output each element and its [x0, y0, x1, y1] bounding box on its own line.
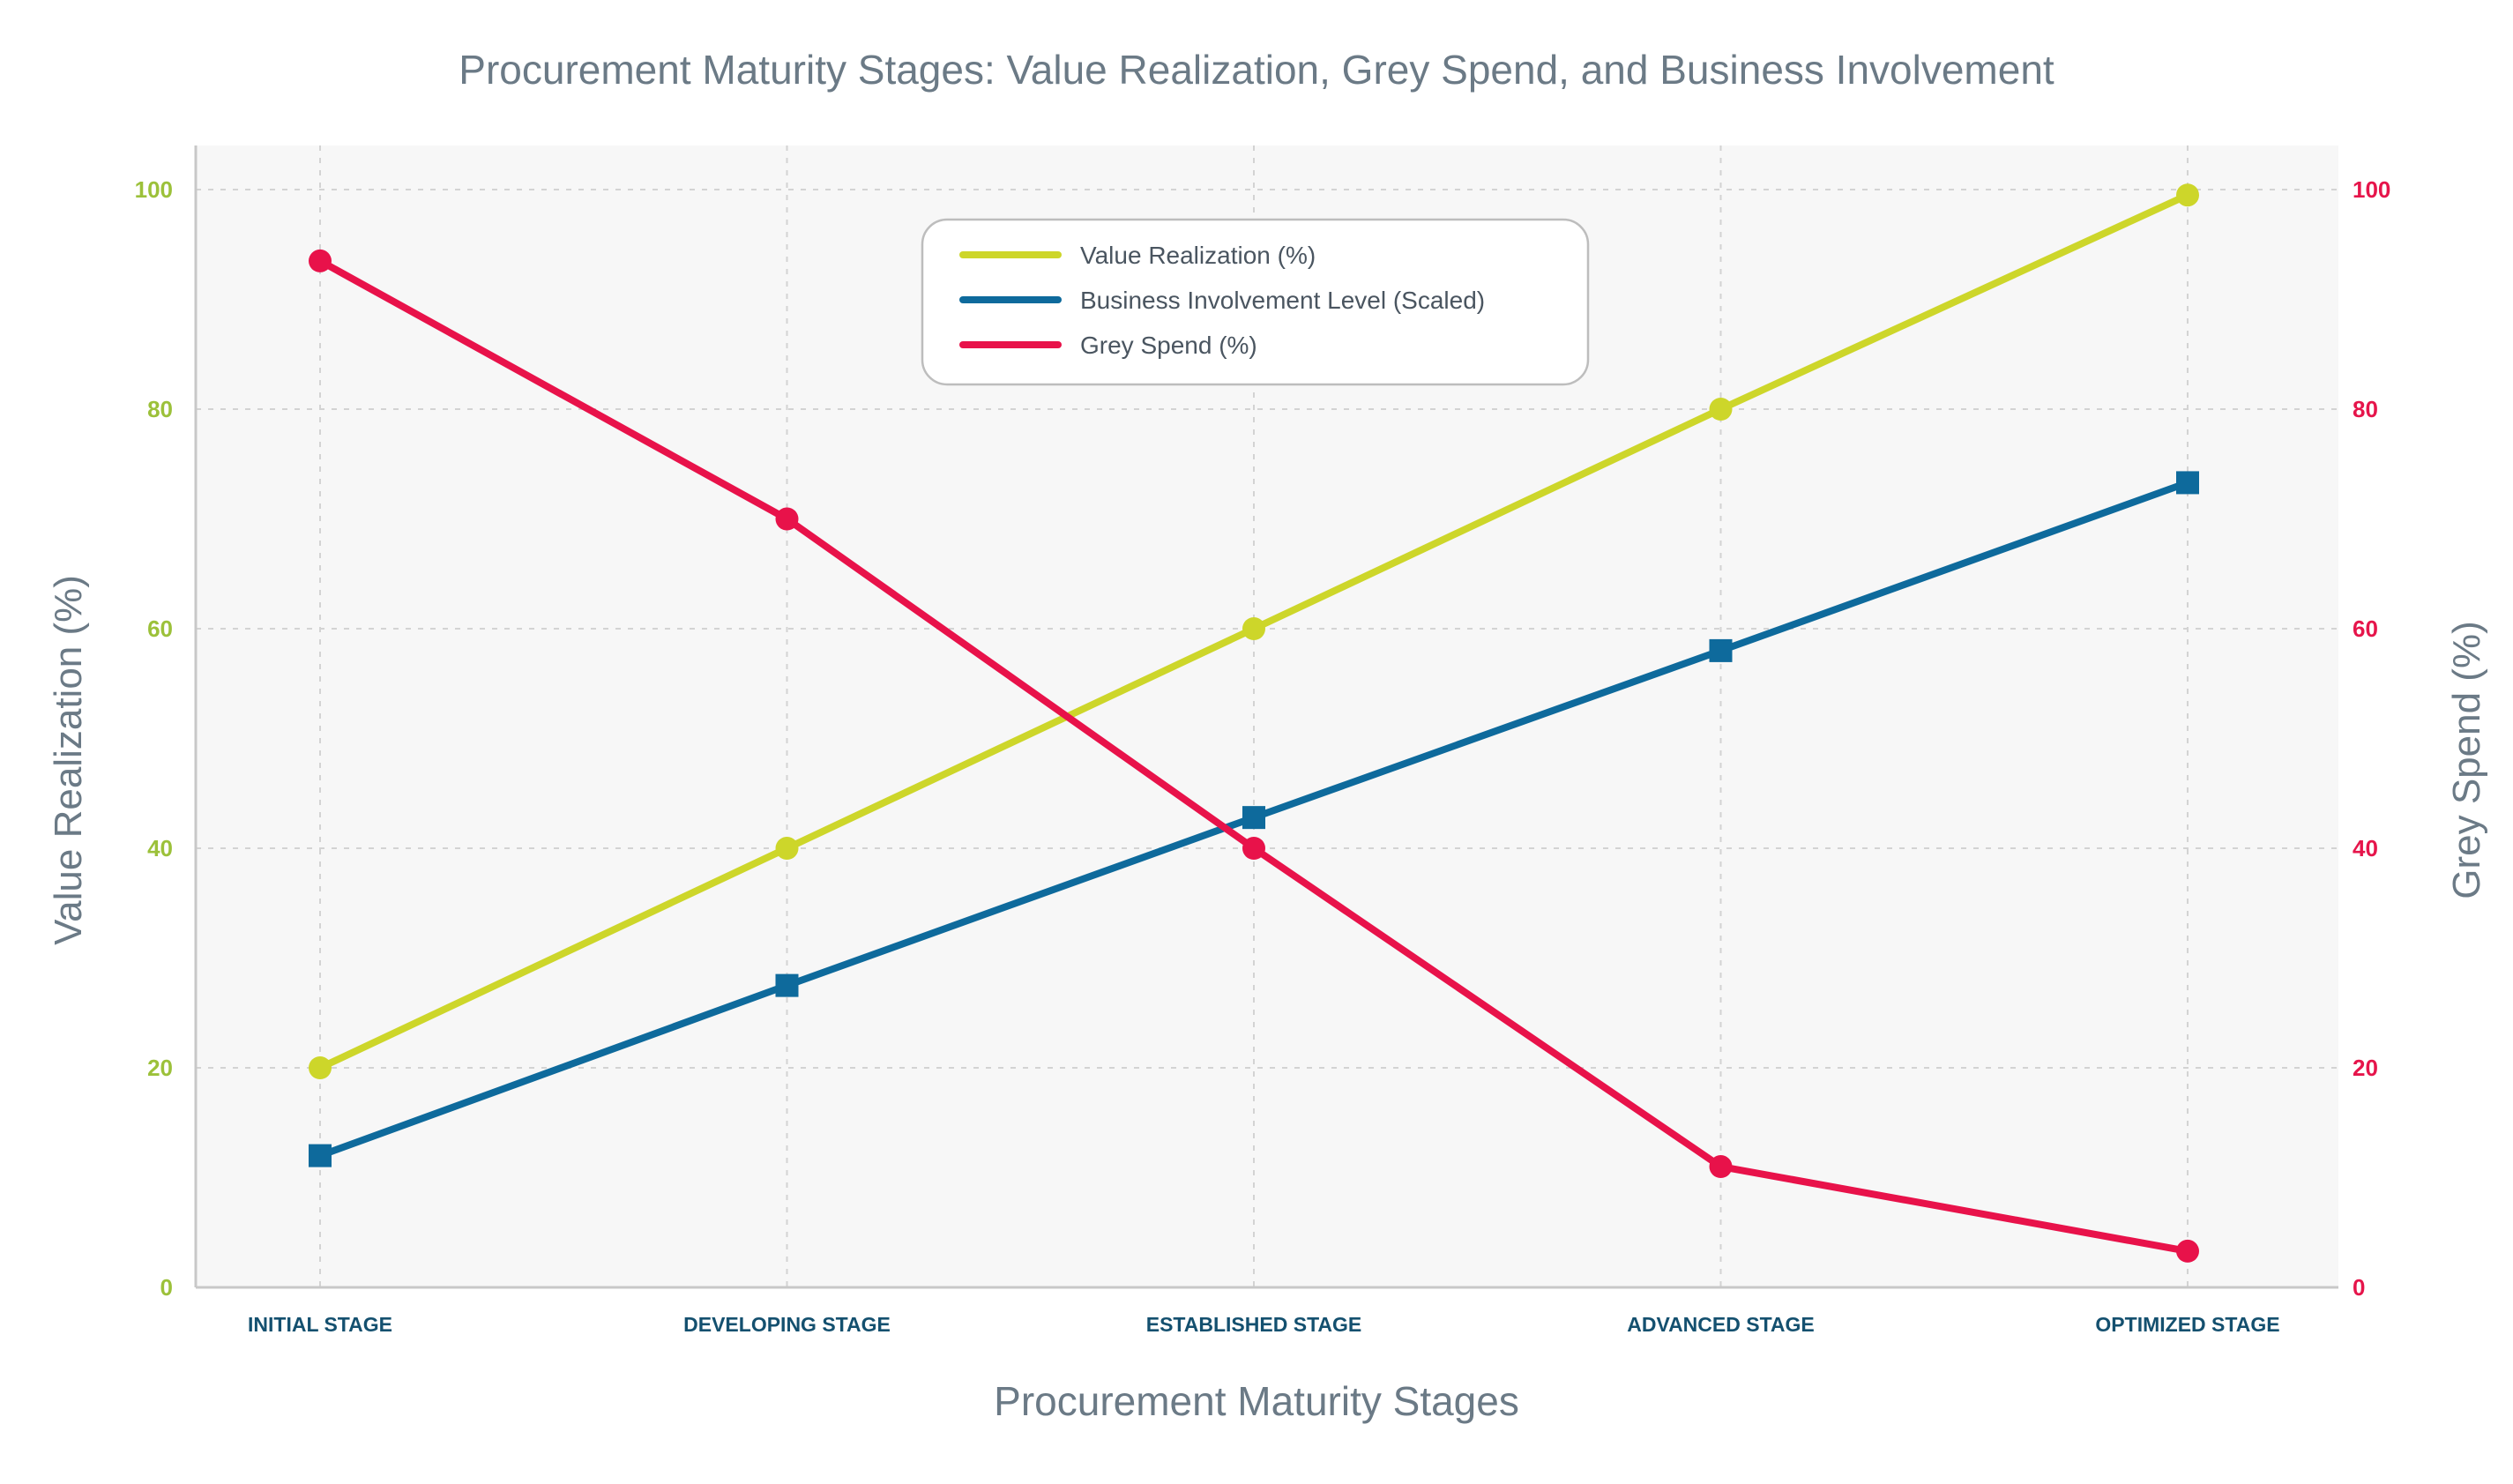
- y-axis-right-ticks: 0 20 40 60 80 100: [2353, 176, 2390, 1301]
- legend-box: [921, 218, 1590, 386]
- y-axis-left-title: Value Realization (%): [47, 575, 90, 945]
- data-point-grey-spend[interactable]: [1709, 1155, 1733, 1179]
- y-right-tick-label: 60: [2353, 615, 2378, 642]
- x-tick-label: ESTABLISHED STAGE: [1146, 1313, 1362, 1336]
- legend-label-grey-spend: Grey Spend (%): [1080, 332, 1257, 359]
- data-point-business-involvement-level-scaled[interactable]: [2176, 471, 2199, 495]
- y-left-tick-label: 0: [160, 1274, 173, 1301]
- data-point-value-realization[interactable]: [1242, 617, 1265, 640]
- series-business-involvement-level-scaled: [309, 471, 2199, 1167]
- x-tick-label: INITIAL STAGE: [248, 1313, 392, 1336]
- data-point-business-involvement-level-scaled[interactable]: [309, 1144, 332, 1167]
- y-axis-right-title: Grey Spend (%): [2445, 621, 2488, 899]
- data-point-value-realization[interactable]: [1709, 398, 1733, 421]
- y-left-tick-label: 60: [147, 615, 173, 642]
- data-point-value-realization[interactable]: [309, 1056, 332, 1079]
- y-right-tick-label: 80: [2353, 396, 2378, 422]
- data-point-business-involvement-level-scaled[interactable]: [1709, 638, 1733, 662]
- series-value-realization: [309, 183, 2199, 1079]
- x-tick-label: DEVELOPING STAGE: [683, 1313, 891, 1336]
- legend-label-business-involvement-level-scaled: Business Involvement Level (Scaled): [1080, 287, 1485, 314]
- legend-label-value-realization: Value Realization (%): [1080, 242, 1316, 269]
- x-axis-title: Procurement Maturity Stages: [994, 1378, 1519, 1424]
- data-point-business-involvement-level-scaled[interactable]: [775, 973, 799, 997]
- y-right-tick-label: 100: [2353, 176, 2390, 203]
- x-axis-ticks: INITIAL STAGE DEVELOPING STAGE ESTABLISHED…: [248, 1313, 2280, 1336]
- y-left-tick-label: 80: [147, 396, 173, 422]
- data-point-grey-spend[interactable]: [309, 249, 332, 272]
- series-grey-spend: [309, 249, 2199, 1263]
- data-point-value-realization[interactable]: [775, 837, 799, 860]
- data-point-grey-spend[interactable]: [775, 507, 799, 531]
- x-tick-label: OPTIMIZED STAGE: [2095, 1313, 2279, 1336]
- y-right-tick-label: 0: [2353, 1274, 2365, 1301]
- chart-title: Procurement Maturity Stages: Value Reali…: [459, 47, 2054, 93]
- y-left-tick-label: 100: [135, 176, 173, 203]
- data-point-business-involvement-level-scaled[interactable]: [1242, 806, 1265, 830]
- y-right-tick-label: 40: [2353, 835, 2378, 861]
- legend: Value Realization (%) Business Involvemen…: [921, 218, 1590, 386]
- x-tick-label: ADVANCED STAGE: [1627, 1313, 1815, 1336]
- y-left-tick-label: 20: [147, 1055, 173, 1081]
- y-right-tick-label: 20: [2353, 1055, 2378, 1081]
- y-axis-left-ticks: 0 20 40 60 80 100: [135, 176, 173, 1301]
- data-point-value-realization[interactable]: [2176, 183, 2199, 207]
- data-point-grey-spend[interactable]: [2176, 1239, 2199, 1263]
- data-point-grey-spend[interactable]: [1242, 837, 1265, 860]
- series-layer: [309, 183, 2199, 1263]
- y-left-tick-label: 40: [147, 835, 173, 861]
